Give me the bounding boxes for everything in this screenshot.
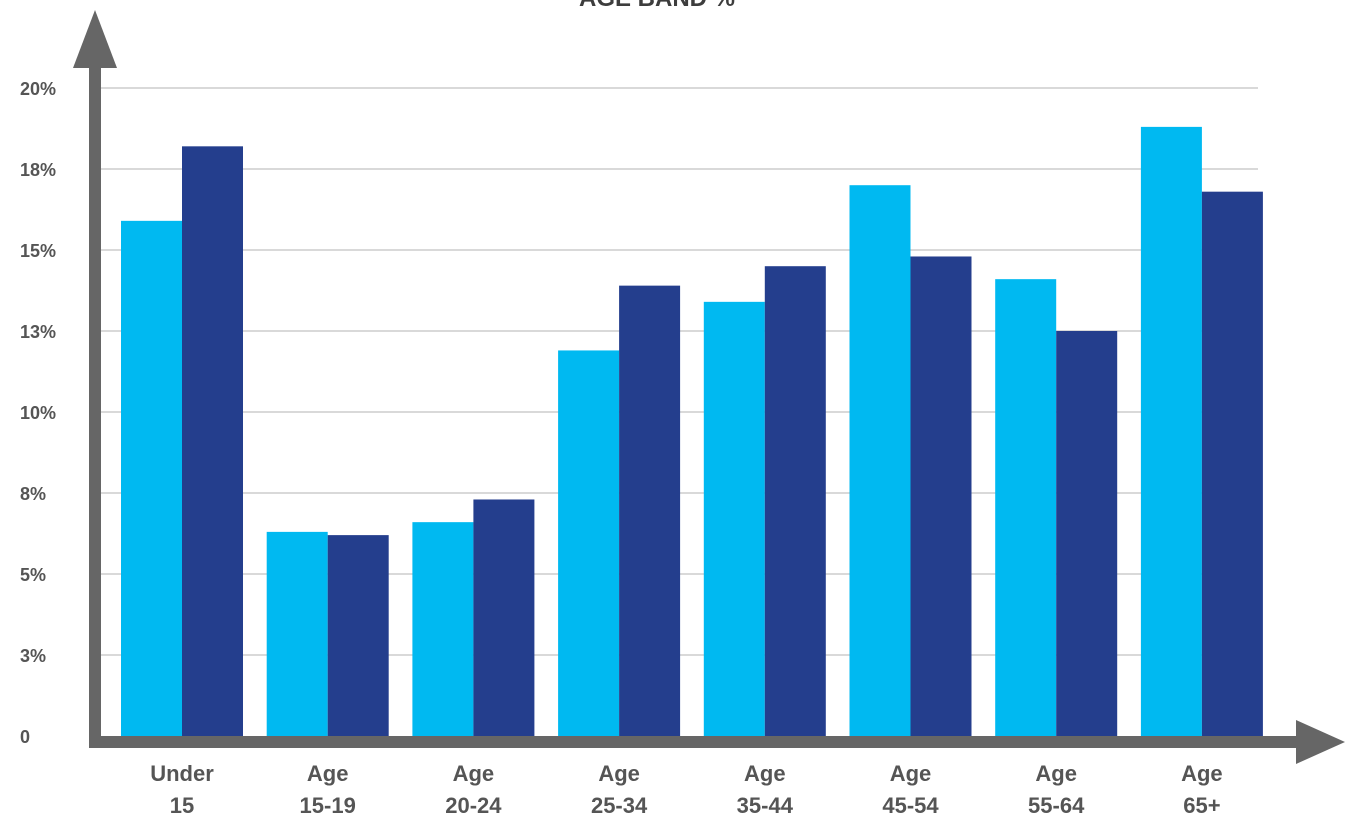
bar-series-2 bbox=[619, 285, 681, 736]
y-tick-label: 8% bbox=[20, 484, 46, 504]
y-axis-arrow-icon bbox=[73, 10, 117, 68]
y-tick-label: 10% bbox=[20, 403, 56, 423]
bar-series-1 bbox=[558, 350, 620, 736]
bar-series-2 bbox=[910, 256, 972, 736]
y-tick-label: 15% bbox=[20, 241, 56, 261]
x-tick-label: Age bbox=[1181, 761, 1223, 786]
bar-series-2 bbox=[764, 266, 826, 736]
x-tick-label: Age bbox=[307, 761, 349, 786]
x-tick-label: 65+ bbox=[1183, 793, 1220, 818]
x-tick-labels: Under 15 Age 15-19 Age 20-24 Age 25-34 Age 35-44 A… bbox=[150, 761, 1222, 818]
axes bbox=[73, 10, 1345, 764]
bar-series-2 bbox=[1056, 331, 1118, 736]
chart-title: AGE BAND % bbox=[579, 0, 735, 12]
bar-series-1 bbox=[121, 220, 182, 737]
x-tick-label: 55-64 bbox=[1028, 793, 1085, 818]
bar-series-2 bbox=[1201, 191, 1263, 736]
bar-series-2 bbox=[327, 535, 389, 736]
y-tick-labels: 0 3% 5% 8% 10% 13% 15% 18% 20% bbox=[20, 79, 56, 747]
x-tick-label: Age bbox=[453, 761, 495, 786]
y-tick-label: 3% bbox=[20, 646, 46, 666]
bar-series-2 bbox=[182, 146, 243, 736]
x-tick-label: Under bbox=[150, 761, 214, 786]
x-tick-label: 45-54 bbox=[882, 793, 939, 818]
y-tick-label: 20% bbox=[20, 79, 56, 99]
y-tick-label: 5% bbox=[20, 565, 46, 585]
x-tick-label: 15 bbox=[170, 793, 194, 818]
x-tick-label: Age bbox=[744, 761, 786, 786]
bar-series-1 bbox=[266, 531, 328, 736]
y-tick-label: 13% bbox=[20, 322, 56, 342]
x-tick-label: 35-44 bbox=[737, 793, 794, 818]
bar-series-1 bbox=[849, 185, 911, 736]
x-tick-label: Age bbox=[1035, 761, 1077, 786]
x-tick-label: 25-34 bbox=[591, 793, 648, 818]
bar-series-1 bbox=[412, 522, 474, 736]
x-tick-label: 15-19 bbox=[300, 793, 356, 818]
y-tick-label: 18% bbox=[20, 160, 56, 180]
bar-series-1 bbox=[995, 279, 1057, 736]
x-tick-label: 20-24 bbox=[445, 793, 502, 818]
bar-series-1 bbox=[1140, 126, 1202, 736]
x-tick-label: Age bbox=[598, 761, 640, 786]
x-tick-label: Age bbox=[890, 761, 932, 786]
y-tick-label: 0 bbox=[20, 727, 30, 747]
bars bbox=[121, 126, 1263, 737]
bar-series-1 bbox=[703, 301, 765, 736]
x-axis-arrow-icon bbox=[1296, 720, 1345, 764]
bar-series-2 bbox=[473, 499, 535, 736]
